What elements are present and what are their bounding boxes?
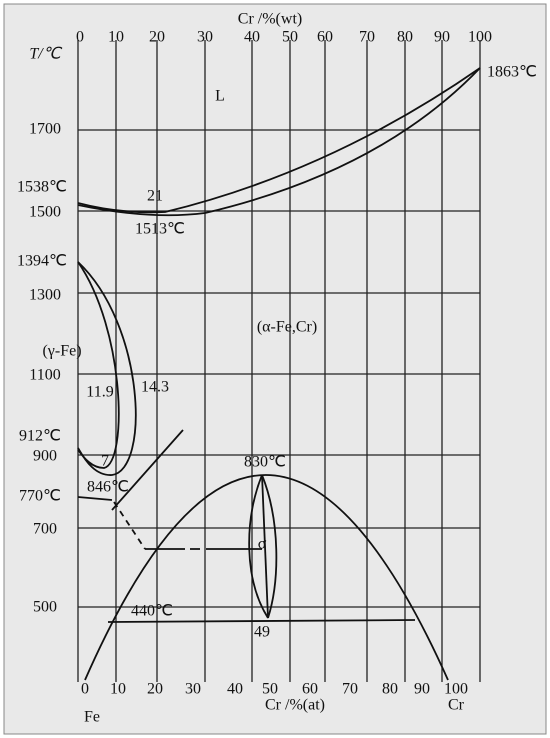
- label: (γ-Fe): [42, 343, 81, 360]
- bottom-title: Cr /%(at): [265, 697, 325, 714]
- left-tick-label: 1500: [29, 204, 61, 221]
- top-tick-label: 20: [149, 29, 165, 46]
- left-tick-label: 500: [33, 599, 57, 616]
- left-tick-label: 1100: [29, 367, 60, 384]
- top-tick-label: 90: [434, 29, 450, 46]
- top-tick-label: 100: [468, 29, 492, 46]
- label: 1394℃: [17, 253, 67, 270]
- fe-label: Fe: [84, 709, 100, 726]
- label: 1863℃: [487, 64, 537, 81]
- paper: [3, 3, 547, 735]
- left-tick-label: 900: [33, 448, 57, 465]
- label: 846℃: [87, 479, 129, 496]
- label: 7: [101, 453, 109, 470]
- bottom-tick-label: 10: [110, 681, 126, 698]
- y-title: T/℃: [29, 46, 62, 63]
- label: 912℃: [19, 428, 61, 445]
- top-tick-label: 40: [244, 29, 260, 46]
- label: 11.9: [86, 384, 113, 401]
- label: 14.3: [141, 379, 169, 396]
- bottom-tick-label: 80: [382, 681, 398, 698]
- left-tick-label: 1300: [29, 287, 61, 304]
- top-title: Cr /%(wt): [238, 11, 302, 28]
- top-tick-label: 50: [282, 29, 298, 46]
- label: 830℃: [244, 454, 286, 471]
- bottom-tick-label: 50: [262, 681, 278, 698]
- label: 21: [147, 188, 163, 205]
- label: L: [215, 88, 225, 105]
- ticks: 0 10 20 30 40 50 60 70 80 90 100 0 10 20 30 40 50 60 70 80 9…: [29, 29, 492, 698]
- top-tick-label: 0: [76, 29, 84, 46]
- cr-label: Cr: [448, 697, 465, 714]
- left-tick-label: 1700: [29, 121, 61, 138]
- top-tick-label: 60: [317, 29, 333, 46]
- bottom-tick-label: 40: [227, 681, 243, 698]
- labels: L 1863℃ 1538℃ 21 1513℃ 1394℃ (α-Fe,Cr) (…: [17, 64, 537, 641]
- top-tick-label: 70: [359, 29, 375, 46]
- label: 1513℃: [135, 221, 185, 238]
- top-tick-label: 80: [397, 29, 413, 46]
- bottom-tick-label: 0: [81, 681, 89, 698]
- bottom-tick-label: 90: [414, 681, 430, 698]
- top-tick-label: 30: [197, 29, 213, 46]
- label: 49: [254, 624, 270, 641]
- left-tick-label: 700: [33, 521, 57, 538]
- label: (α-Fe,Cr): [257, 319, 317, 336]
- phase-boundaries: [77, 67, 481, 681]
- top-tick-label: 10: [108, 29, 124, 46]
- bottom-tick-label: 20: [147, 681, 163, 698]
- label: σ: [258, 536, 267, 553]
- label: 440℃: [131, 603, 173, 620]
- grid: [77, 40, 481, 682]
- bottom-tick-label: 30: [185, 681, 201, 698]
- bottom-tick-label: 70: [342, 681, 358, 698]
- bottom-tick-label: 100: [444, 681, 468, 698]
- label: 1538℃: [17, 179, 67, 196]
- label: 770℃: [19, 488, 61, 505]
- bottom-tick-label: 60: [302, 681, 318, 698]
